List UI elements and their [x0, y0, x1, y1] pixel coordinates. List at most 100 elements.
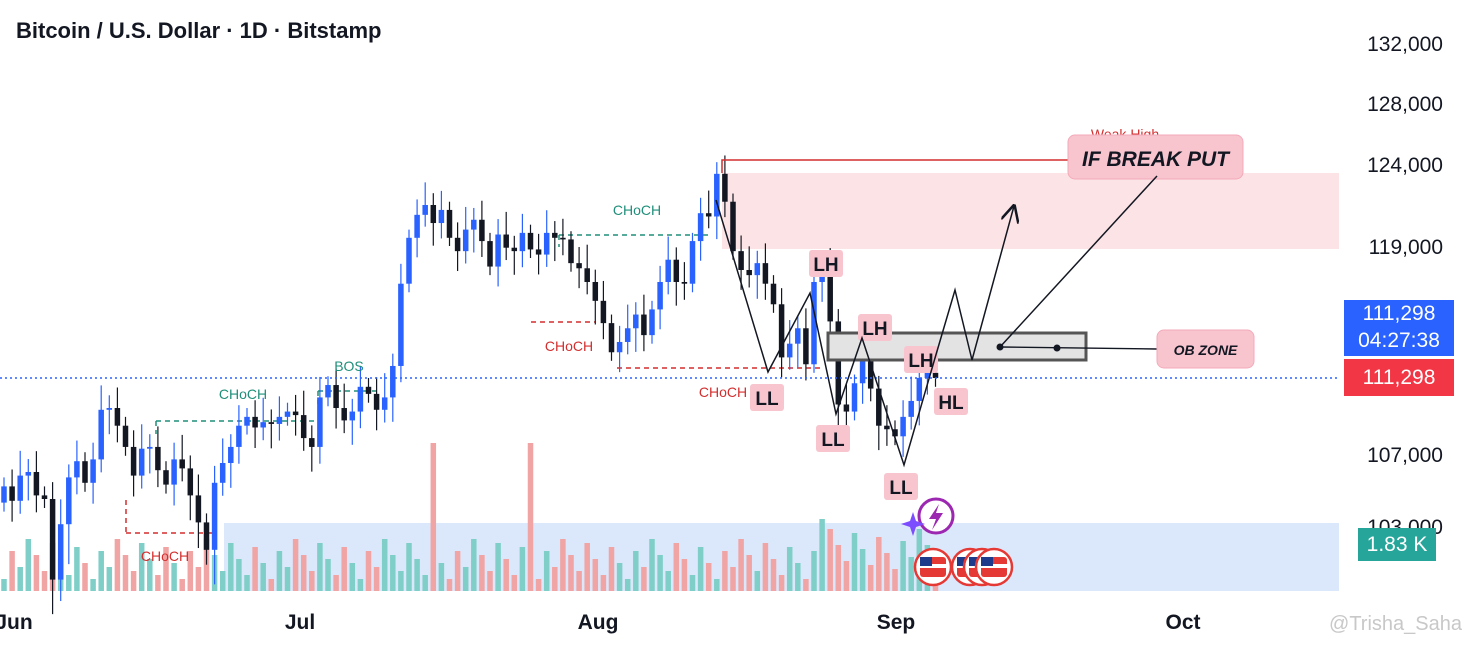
candle [616, 325, 623, 373]
swing-label: LH [904, 346, 938, 373]
volume-bar [519, 547, 526, 591]
volume-bar [260, 563, 266, 591]
volume-bar [730, 567, 736, 591]
candle [66, 464, 72, 565]
volume-bar [535, 579, 542, 591]
volume-bar [325, 559, 331, 591]
candle [252, 400, 258, 448]
candle [446, 201, 453, 246]
candle [916, 365, 923, 426]
volume-bar [641, 567, 647, 591]
volume-bar [900, 541, 906, 591]
weak-high-line [721, 159, 1097, 173]
candle [422, 182, 428, 227]
candle [179, 434, 185, 482]
volume-bar [754, 571, 761, 591]
candle [624, 304, 631, 355]
candle [33, 451, 40, 513]
candle [584, 244, 590, 295]
candle [122, 416, 129, 456]
candle [479, 200, 485, 257]
volume-bar [430, 443, 437, 591]
candle [762, 243, 769, 300]
volume-bar [859, 549, 866, 591]
volume-bar [503, 559, 509, 591]
candle [535, 233, 542, 275]
candle [114, 387, 121, 443]
candle [843, 383, 850, 429]
candle [398, 263, 404, 383]
volume-bar [292, 539, 299, 591]
candle [689, 232, 696, 293]
candle [641, 294, 647, 352]
volume-bar [171, 563, 177, 591]
us-flag-icon [913, 547, 953, 587]
candle [74, 440, 80, 495]
last-price-box: 111,298 [1344, 359, 1454, 396]
volume-bar [17, 567, 23, 591]
volume-bar [786, 547, 793, 591]
volume-bar [600, 575, 607, 591]
volume-bar [649, 539, 655, 591]
volume-bar [25, 539, 32, 591]
volume-bar [867, 565, 874, 591]
price-countdown-box: 111,298 04:27:38 [1344, 300, 1454, 356]
volume-box: 1.83 K [1358, 528, 1436, 561]
candle [503, 211, 509, 261]
volume-bar [446, 579, 453, 591]
volume-bar [179, 579, 185, 591]
volume-bar [138, 543, 145, 591]
svg-text:IF BREAK PUT: IF BREAK PUT [1082, 148, 1231, 171]
candle [228, 434, 234, 488]
swing-path [715, 199, 1014, 468]
volume-bar [827, 529, 833, 591]
candle [357, 366, 364, 429]
volume-bar [462, 567, 469, 591]
x-tick-label: Oct [1165, 611, 1200, 634]
candle [892, 420, 898, 446]
candle [268, 409, 275, 449]
candle [722, 155, 728, 218]
candle [462, 206, 469, 264]
volume-bar [163, 547, 169, 591]
candle [341, 383, 347, 434]
candle [730, 193, 736, 260]
volume-bar [811, 551, 817, 591]
candle [471, 207, 477, 253]
candle [414, 199, 420, 258]
candle [681, 262, 688, 300]
swing-label: LL [884, 473, 918, 500]
y-tick-label: 128,000 [1367, 93, 1443, 116]
volume-bar [219, 571, 226, 591]
volume-bar [762, 543, 769, 591]
volume-bar [876, 537, 882, 591]
volume-bar [738, 539, 744, 591]
volume-bar [778, 575, 785, 591]
svg-text:LL: LL [821, 430, 845, 451]
swing-label: LL [816, 425, 850, 452]
candle [25, 459, 32, 501]
volume-bar [543, 551, 550, 591]
volume-bar [41, 571, 48, 591]
volume-bar [592, 559, 599, 591]
lightning-icon [917, 497, 955, 535]
candle [786, 320, 793, 370]
candle [811, 273, 817, 373]
candle [82, 452, 88, 492]
volume-bar [122, 555, 129, 591]
candle [349, 398, 356, 445]
volume-bar [244, 575, 250, 591]
volume-bar [130, 571, 137, 591]
candle [406, 229, 412, 293]
volume-bar [365, 551, 372, 591]
candle [138, 424, 145, 489]
candle [203, 513, 210, 565]
candle [519, 213, 526, 268]
resistance-zone [722, 173, 1339, 249]
candle [57, 499, 64, 602]
annotation-label: BOS [334, 358, 364, 374]
volume-bar [203, 539, 210, 591]
us-flag-icon [974, 547, 1014, 587]
volume-bar [884, 553, 890, 591]
